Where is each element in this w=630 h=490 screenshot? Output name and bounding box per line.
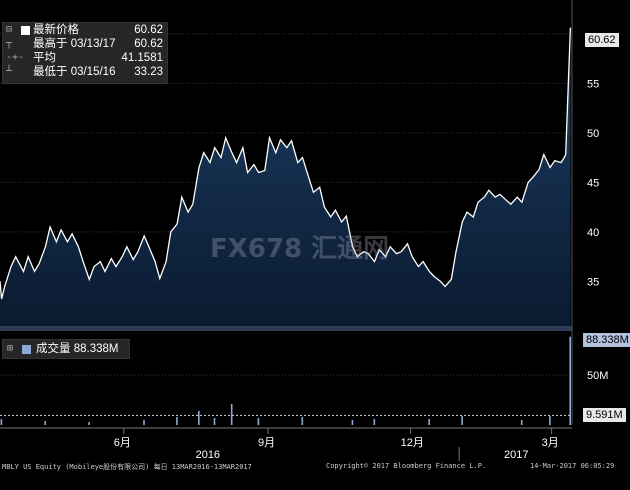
last-volume-tag: 88.338M <box>583 333 630 347</box>
year-label: 2016 <box>196 449 220 461</box>
volume-bar <box>198 411 200 425</box>
volume-bar <box>176 417 178 425</box>
last-price-tag: 60.62 <box>585 33 619 47</box>
volume-bar <box>213 418 216 425</box>
price-tick-label: 35 <box>587 276 599 288</box>
price-area <box>0 27 571 326</box>
legend-row-high: ┬ 最高于 03/13/17 60.62 <box>3 37 167 51</box>
low-marker-icon: ┴ <box>6 66 13 77</box>
volume-bar <box>257 418 260 425</box>
legend-row-low: ┴ 最低于 03/15/16 33.23 <box>3 65 167 79</box>
volume-bar <box>461 416 463 425</box>
year-label: 2017 <box>504 449 528 461</box>
volume-bar <box>520 420 523 425</box>
volume-toggle-icon[interactable]: ⊞ <box>7 343 14 354</box>
legend-label: 最新价格 <box>33 24 79 36</box>
volume-bar <box>143 420 145 425</box>
legend-toggle-icon[interactable]: ⊟ <box>6 24 13 35</box>
high-marker-icon: ┬ <box>6 38 13 49</box>
legend-value: 60.62 <box>134 38 163 50</box>
legend-label: 最高于 03/13/17 <box>33 38 116 50</box>
volume-bar <box>569 336 571 425</box>
watermark: FX678 汇通网 <box>210 234 390 264</box>
price-tick-label: 50 <box>587 128 599 140</box>
price-legend: ⊟ 最新价格 60.62 ┬ 最高于 03/13/17 60.62 -+- 平均… <box>2 22 168 84</box>
volume-bar <box>428 419 430 425</box>
x-tick-label: 3月 <box>542 437 559 449</box>
volume-legend: ⊞ 成交量 88.338M <box>2 339 130 359</box>
legend-value: 41.1581 <box>121 52 163 64</box>
legend-label: 平均 <box>33 52 56 64</box>
x-tick-label: 6月 <box>114 437 131 449</box>
volume-bar <box>0 419 3 425</box>
volume-legend-value: 88.338M <box>73 343 119 355</box>
volume-bar <box>44 421 46 425</box>
legend-label: 最低于 03/15/16 <box>33 66 116 78</box>
legend-row-last: ⊟ 最新价格 60.62 <box>3 23 167 37</box>
volume-bar <box>351 420 354 425</box>
legend-swatch-price <box>21 26 30 35</box>
average-volume-tag: 9.591M <box>583 408 626 422</box>
volume-legend-text: 成交量 88.338M <box>36 340 118 358</box>
volume-tick-label: 50M <box>587 370 608 382</box>
average-marker-icon: -+- <box>6 52 25 63</box>
price-tick-label: 45 <box>587 177 599 189</box>
price-line <box>0 27 572 300</box>
price-tick-label: 55 <box>587 78 599 90</box>
legend-value: 60.62 <box>134 24 163 36</box>
footer-timestamp: 14-Mar-2017 06:05:29 <box>530 462 615 470</box>
legend-row-average: -+- 平均 41.1581 <box>3 51 167 65</box>
price-tick-label: 40 <box>587 227 599 239</box>
volume-legend-label: 成交量 <box>36 343 71 355</box>
volume-bar <box>301 417 304 425</box>
volume-bar <box>373 419 376 425</box>
footer-copyright: Copyright© 2017 Bloomberg Finance L.P. <box>326 462 487 470</box>
legend-value: 33.23 <box>134 66 163 78</box>
volume-bar <box>230 404 233 425</box>
legend-swatch-volume <box>22 345 31 354</box>
footer-security: MBLY US Equity (Mobileye股份有限公司) 每日 13MAR… <box>2 463 252 471</box>
panel-separator <box>0 326 572 331</box>
volume-bar <box>88 422 90 425</box>
volume-bar <box>549 416 551 425</box>
x-tick-label: 12月 <box>401 437 424 449</box>
x-tick-label: 9月 <box>258 437 275 449</box>
